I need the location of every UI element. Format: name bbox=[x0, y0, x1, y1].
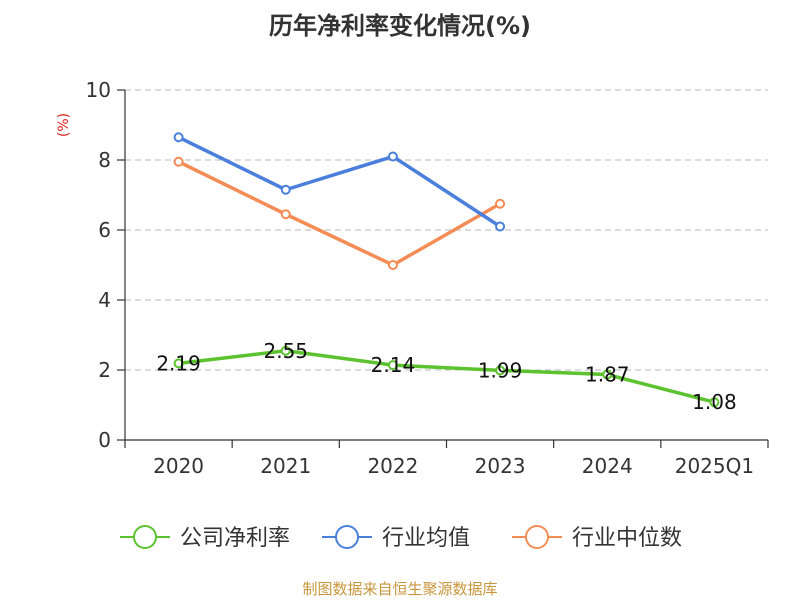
data-point bbox=[173, 156, 184, 167]
legend-label: 行业均值 bbox=[382, 526, 470, 551]
legend-marker bbox=[133, 525, 157, 549]
data-label: 2.19 bbox=[156, 351, 201, 375]
legend-marker bbox=[525, 525, 549, 549]
y-tick-label: 10 bbox=[86, 78, 111, 102]
data-point bbox=[280, 184, 291, 195]
data-labels: 2.19 2.55 2.14 1.99 1.87 1.08 bbox=[156, 339, 736, 414]
legend-label: 行业中位数 bbox=[572, 526, 682, 551]
series-line bbox=[177, 135, 502, 228]
data-label: 1.08 bbox=[692, 390, 737, 414]
y-axis-label: (%) bbox=[56, 113, 72, 137]
grid-lines bbox=[125, 89, 768, 371]
y-tick-label: 2 bbox=[98, 358, 111, 382]
data-point bbox=[495, 198, 506, 209]
y-tick-label: 4 bbox=[98, 288, 111, 312]
legend: 公司净利率 行业均值 行业中位数 bbox=[120, 525, 682, 551]
data-point bbox=[280, 345, 291, 356]
data-point bbox=[495, 365, 506, 376]
series-line bbox=[178, 349, 715, 404]
data-label: 2.55 bbox=[263, 339, 308, 363]
data-point bbox=[280, 209, 291, 220]
data-point bbox=[173, 132, 184, 143]
x-tick-label: 2022 bbox=[367, 454, 418, 478]
legend-label: 公司净利率 bbox=[180, 526, 290, 551]
y-tick-label: 0 bbox=[98, 428, 111, 452]
data-point bbox=[602, 369, 613, 380]
x-tick-label: 2020 bbox=[153, 454, 204, 478]
series-group bbox=[173, 132, 720, 408]
data-label: 1.99 bbox=[478, 358, 523, 382]
data-point bbox=[387, 360, 398, 371]
series-line bbox=[177, 160, 501, 267]
chart-title: 历年净利率变化情况(%) bbox=[269, 12, 531, 40]
data-point bbox=[173, 358, 184, 369]
axes: 0 2 4 6 8 10 2020 2021 2022 2023 2024 2025Q1 bbox=[86, 78, 769, 478]
y-tick-label: 8 bbox=[98, 148, 111, 172]
data-point bbox=[387, 260, 398, 270]
data-point bbox=[387, 151, 398, 162]
x-tick-label: 2024 bbox=[582, 454, 633, 478]
x-tick-label: 2025Q1 bbox=[675, 454, 754, 478]
data-label: 1.87 bbox=[585, 363, 630, 387]
source-note: 制图数据来自恒生聚源数据库 bbox=[302, 580, 497, 598]
x-tick-label: 2021 bbox=[260, 454, 311, 478]
x-tick-label: 2023 bbox=[475, 454, 526, 478]
y-tick-label: 6 bbox=[98, 218, 111, 242]
legend-marker bbox=[335, 525, 359, 549]
data-label: 2.14 bbox=[371, 353, 416, 377]
data-point bbox=[709, 397, 720, 408]
data-point bbox=[495, 221, 506, 232]
